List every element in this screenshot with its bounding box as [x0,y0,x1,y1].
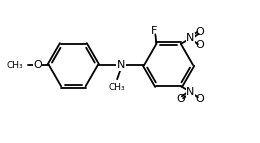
Text: O: O [196,26,204,36]
Text: CH₃: CH₃ [109,83,125,92]
Text: O: O [176,94,185,104]
Text: O: O [196,40,204,50]
Text: O: O [33,60,42,70]
Text: N: N [117,60,125,70]
Text: CH₃: CH₃ [6,61,23,69]
Text: N: N [186,33,194,43]
Text: O: O [196,94,204,104]
Text: F: F [151,26,157,36]
Text: N: N [186,87,194,97]
